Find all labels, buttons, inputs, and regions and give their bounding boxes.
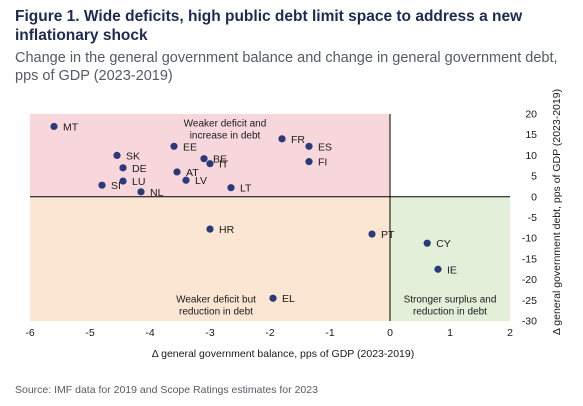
data-point-lv — [182, 176, 190, 184]
zone-weaker-deficit-reduction-debt — [30, 196, 390, 321]
zone-weaker-deficit-reduction-debt-label-line: Weaker deficit but — [176, 294, 256, 305]
data-label-be: BE — [213, 154, 227, 166]
y-tick-label: -15 — [522, 253, 537, 265]
x-tick-label: -1 — [325, 327, 334, 339]
x-tick-label: -3 — [205, 327, 214, 339]
zone-stronger-surplus-reduction-debt — [390, 196, 510, 321]
x-tick-label: 1 — [447, 327, 453, 339]
data-label-ee: EE — [183, 141, 197, 153]
zone-weaker-deficit-reduction-debt-label: Weaker deficit but reduction in debt — [176, 294, 256, 317]
data-point-be — [200, 155, 208, 163]
data-label-el: EL — [282, 293, 295, 305]
y-tick-label: 5 — [531, 171, 537, 183]
x-tick-label: -2 — [265, 327, 274, 339]
zone-weaker-deficit-increase-debt-label-line: Weaker deficit and — [184, 118, 267, 129]
zone-weaker-deficit-increase-debt-label: Weaker deficit and increase in debt — [184, 118, 267, 141]
data-label-pt: PT — [381, 229, 395, 241]
zone-stronger-surplus-reduction-debt-label: Stronger surplus and reduction in debt — [404, 294, 497, 317]
data-label-lt: LT — [240, 183, 252, 195]
y-tick-label: -5 — [528, 212, 537, 224]
data-point-fi — [305, 158, 313, 166]
data-point-lt — [227, 184, 235, 192]
data-label-hr: HR — [219, 224, 235, 236]
data-label-lu: LU — [132, 176, 145, 188]
data-point-ee — [170, 142, 178, 150]
data-point-pt — [368, 230, 376, 238]
data-point-ie — [434, 265, 442, 273]
y-tick-label: -20 — [522, 274, 537, 286]
y-axis-label: Δ general government debt, pps of GDP (2… — [551, 89, 563, 335]
chart-title: Figure 1. Wide deficits, high public deb… — [15, 8, 523, 44]
data-point-mt — [50, 122, 58, 131]
x-tick-label: -6 — [25, 327, 34, 339]
y-tick-label: 0 — [531, 191, 537, 203]
data-label-fr: FR — [291, 134, 305, 146]
data-label-at: AT — [186, 167, 199, 179]
data-point-lu — [119, 177, 127, 185]
background-zones: Weaker deficit and increase in debtWeaker… — [30, 114, 510, 321]
data-point-at — [173, 168, 181, 176]
data-point-si — [98, 181, 106, 189]
data-point-nl — [137, 188, 145, 196]
data-point-de — [119, 164, 127, 172]
x-tick-label: -5 — [85, 327, 94, 339]
chart-axes — [30, 114, 510, 321]
data-label-de: DE — [132, 163, 147, 175]
y-tick-label: 15 — [525, 129, 537, 141]
source-note: Source: IMF data for 2019 and Scope Rati… — [15, 384, 318, 396]
zone-stronger-surplus-reduction-debt-label-line: reduction in debt — [413, 306, 487, 317]
zone-stronger-surplus-reduction-debt-label-line: Stronger surplus and — [404, 294, 497, 305]
y-tick-label: -30 — [522, 316, 537, 328]
data-label-ie: IE — [447, 264, 457, 276]
x-tick-label: 2 — [507, 327, 513, 339]
data-point-es — [305, 142, 313, 150]
data-label-lv: LV — [195, 175, 207, 187]
data-point-hr — [206, 225, 214, 233]
zone-weaker-deficit-increase-debt-label-line: increase in debt — [190, 130, 261, 141]
y-tick-label: 20 — [525, 109, 537, 121]
chart-subtitle: Change in the general government balance… — [15, 50, 558, 84]
x-tick-label: -4 — [145, 327, 154, 339]
y-tick-label: -10 — [522, 233, 537, 245]
zone-weaker-deficit-reduction-debt-label-line: reduction in debt — [179, 306, 253, 317]
x-axis-label: Δ general government balance, pps of GDP… — [152, 348, 415, 360]
data-point-fr — [278, 135, 286, 143]
data-label-nl: NL — [150, 187, 164, 199]
y-tick-label: 10 — [525, 150, 537, 162]
x-tick-label: 0 — [387, 327, 393, 339]
data-label-cy: CY — [436, 238, 451, 250]
data-label-si: SI — [111, 180, 121, 192]
data-label-es: ES — [318, 141, 332, 153]
data-label-mt: MT — [63, 121, 79, 133]
zone-weaker-deficit-increase-debt — [30, 114, 390, 197]
data-label-it: IT — [219, 159, 229, 171]
y-tick-label: -25 — [522, 295, 537, 307]
data-label-sk: SK — [126, 150, 140, 162]
data-point-sk — [113, 151, 121, 159]
data-point-it — [206, 160, 214, 168]
data-label-fi: FI — [318, 157, 327, 169]
data-point-cy — [423, 239, 431, 247]
data-point-el — [269, 294, 277, 302]
